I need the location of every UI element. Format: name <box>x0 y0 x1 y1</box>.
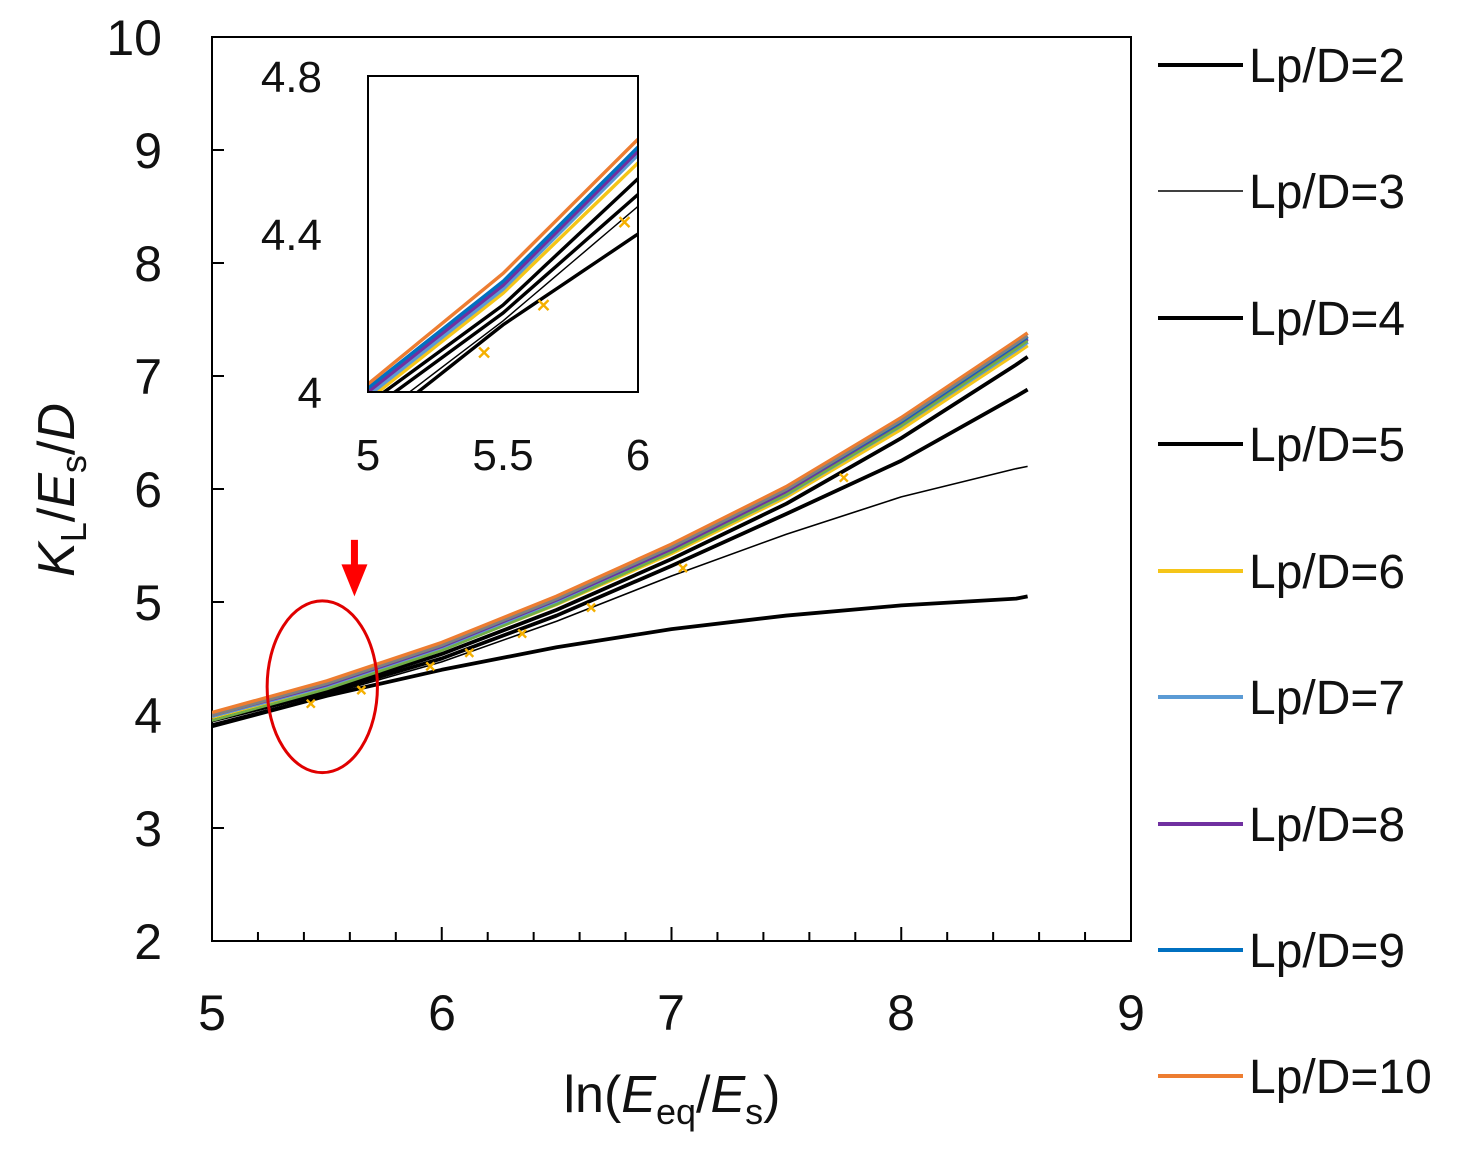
series-band-extra <box>212 339 1029 722</box>
inset-series-line-lp-d-9 <box>368 145 638 390</box>
main-plot-frame <box>211 36 1132 942</box>
series-line-lp-d-2 <box>212 594 1028 729</box>
legend-label-lp-d-2: Lp/D=2 <box>1249 40 1405 93</box>
inset-series-line-lp-d-2 <box>415 232 638 392</box>
inset-y-tick-label-4-8: 4.8 <box>261 53 322 102</box>
inset-plot-frame <box>367 75 639 393</box>
inset-y-tick-label-4-4: 4.4 <box>261 211 322 260</box>
y-tick-label-5: 5 <box>134 575 162 631</box>
inset-series-line-lp-d-3 <box>408 205 638 392</box>
inset-x-tick-label-5-5: 5.5 <box>472 431 533 480</box>
marker-cross <box>537 299 550 311</box>
series-band-extra <box>212 334 1029 717</box>
marker-cross <box>838 472 849 483</box>
legend-label-lp-d-7: Lp/D=7 <box>1249 672 1405 725</box>
marker-cross <box>618 216 631 228</box>
series-line-lp-d-4 <box>212 387 1029 723</box>
marker-cross <box>356 685 367 695</box>
marker-cross <box>517 628 528 639</box>
highlight-ellipse <box>265 599 379 775</box>
x-tick-label-5: 5 <box>198 985 226 1041</box>
marker-cross <box>425 661 436 672</box>
legend-label-lp-d-3: Lp/D=3 <box>1249 166 1405 219</box>
series-line-lp-d-3 <box>212 465 1028 725</box>
legend: Lp/D=2 Lp/D=3 Lp/D=4 Lp/D=5 Lp/D=6 Lp/D=… <box>1158 40 1432 1104</box>
inset-x-tick-label-6: 6 <box>626 431 650 480</box>
inset-y-tick-label-4: 4 <box>298 369 322 418</box>
arrow-head <box>341 564 368 597</box>
inset-series-line-lp-d-8 <box>368 149 638 392</box>
y-tick-label-2: 2 <box>134 914 162 970</box>
inset-series-line-lp-d-6 <box>375 161 638 392</box>
inset-background <box>368 76 638 392</box>
inset-series-line-lp-d-7 <box>370 153 638 392</box>
x-tick-label-9: 9 <box>1117 985 1145 1041</box>
marker-cross <box>678 563 688 573</box>
inset-series-line-lp-d-10 <box>368 137 638 386</box>
y-tick-label-8: 8 <box>134 236 162 292</box>
main-axis-ticks <box>211 36 1132 942</box>
series-line-lp-d-10 <box>212 331 1029 715</box>
marker-cross <box>586 602 596 613</box>
x-axis-title: ln(Eeq/Es) <box>564 1066 781 1132</box>
series-line-lp-d-5 <box>212 355 1029 721</box>
inset-x-tick-label-5: 5 <box>356 431 380 480</box>
marker-cross <box>305 698 316 709</box>
marker-cross <box>464 648 475 658</box>
x-tick-label-6: 6 <box>428 985 456 1041</box>
red-arrow <box>341 539 368 597</box>
series-line-lp-d-6 <box>212 343 1029 720</box>
marker-cross <box>478 346 490 359</box>
y-tick-label-3: 3 <box>134 801 162 857</box>
inset-series-group <box>368 137 638 392</box>
x-tick-label-8: 8 <box>887 985 915 1041</box>
inset-series-line-lp-d-5 <box>381 177 638 392</box>
y-tick-label-6: 6 <box>134 462 162 518</box>
legend-label-lp-d-8: Lp/D=8 <box>1249 799 1405 852</box>
x-tick-label-7: 7 <box>657 985 685 1041</box>
series-line-lp-d-8 <box>212 337 1029 717</box>
y-tick-label-10: 10 <box>106 10 162 66</box>
legend-label-lp-d-10: Lp/D=10 <box>1249 1051 1432 1104</box>
legend-label-lp-d-5: Lp/D=5 <box>1249 419 1405 472</box>
legend-label-lp-d-6: Lp/D=6 <box>1249 546 1405 599</box>
legend-label-lp-d-9: Lp/D=9 <box>1249 925 1405 978</box>
y-tick-label-9: 9 <box>134 123 162 179</box>
main-markers-group <box>305 472 849 709</box>
y-tick-label-4: 4 <box>134 688 162 744</box>
y-axis-title: KL/Es/D <box>28 403 94 577</box>
y-tick-label-7: 7 <box>134 349 162 405</box>
series-line-lp-d-7 <box>212 340 1029 718</box>
inset-series-line-lp-d-4 <box>392 193 638 392</box>
inset-markers-group <box>478 216 631 359</box>
series-line-lp-d-9 <box>212 334 1029 716</box>
legend-label-lp-d-4: Lp/D=4 <box>1249 293 1405 346</box>
